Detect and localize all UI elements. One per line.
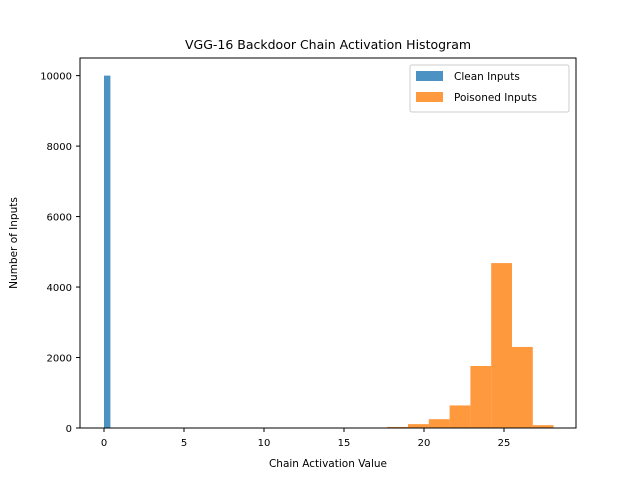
x-axis-ticks: 0 5 10 15 20 25: [101, 428, 511, 449]
plot-frame: [79, 57, 577, 429]
poisoned-bar-6: [512, 346, 533, 428]
y-tick-label: 6000: [47, 213, 72, 224]
poisoned-bar-0: [387, 426, 408, 428]
clean-bar-0: [104, 75, 111, 428]
x-tick-label: 10: [258, 438, 271, 449]
y-tick-label: 10000: [40, 72, 72, 83]
legend-box: [409, 64, 570, 113]
poisoned-bar-1: [408, 424, 429, 428]
legend-label-poisoned: Poisoned Inputs: [454, 92, 537, 104]
legend-swatch-poisoned: [416, 92, 443, 102]
y-tick-label: 8000: [47, 142, 72, 153]
y-tick-label: 2000: [47, 354, 72, 365]
x-tick-label: 20: [418, 438, 431, 449]
y-axis-label: Number of Inputs: [8, 197, 20, 289]
chart-title: VGG-16 Backdoor Chain Activation Histogr…: [185, 37, 471, 52]
x-tick-label: 25: [498, 438, 511, 449]
poisoned-bar-2: [428, 419, 450, 428]
legend: Clean Inputs Poisoned Inputs: [409, 64, 570, 113]
legend-swatch-clean: [416, 71, 443, 81]
poisoned-bar-3: [449, 405, 471, 428]
y-axis-ticks: 0 2000 4000 6000 8000 10000: [40, 72, 80, 435]
x-tick-label: 15: [338, 438, 351, 449]
poisoned-bar-4: [470, 365, 492, 428]
poisoned-bar-5: [491, 263, 512, 428]
x-tick-label: 0: [101, 438, 107, 449]
y-tick-label: 4000: [47, 283, 72, 294]
x-tick-label: 5: [181, 438, 187, 449]
bars-group: [104, 75, 554, 428]
poisoned-bar-7: [532, 425, 554, 428]
legend-label-clean: Clean Inputs: [454, 71, 520, 83]
y-tick-label: 0: [66, 424, 72, 435]
x-axis-label: Chain Activation Value: [269, 458, 387, 470]
